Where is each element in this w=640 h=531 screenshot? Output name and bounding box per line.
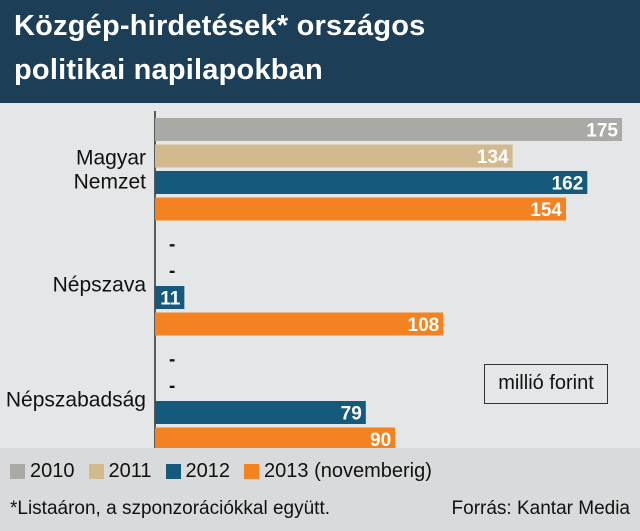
legend-item: 2011 <box>88 459 152 483</box>
legend-item: 2010 <box>10 460 75 483</box>
bar <box>155 118 622 141</box>
legend-label: 2013 (novemberig) <box>264 459 432 482</box>
legend-swatch <box>10 463 25 479</box>
missing-value-label: - <box>169 376 175 397</box>
legend-label: 2012 <box>185 459 231 482</box>
footnote: *Listaáron, a szponzorációkkal együtt. <box>10 498 331 519</box>
value-label: 134 <box>477 147 509 168</box>
bar <box>155 171 588 194</box>
category-label: Népszava <box>53 273 147 296</box>
legend-item: 2012 <box>165 459 231 483</box>
value-label: 11 <box>160 289 181 310</box>
source-note: Forrás: Kantar Media <box>451 498 630 519</box>
legend-swatch <box>244 463 260 479</box>
title-bar: Közgép-hirdetések* országos politikai na… <box>0 0 640 103</box>
value-label: 162 <box>552 174 584 195</box>
bar <box>155 144 513 168</box>
legend-item: 2013 (novemberig) <box>244 460 432 483</box>
bar <box>155 427 396 448</box>
legend-swatch <box>88 463 104 479</box>
bar <box>155 286 185 309</box>
value-label: 90 <box>370 430 391 448</box>
category-label: Magyar <box>76 146 146 169</box>
value-label: 154 <box>530 200 562 221</box>
chart-title-line-1: Közgép-hirdetések* országos <box>14 10 426 42</box>
value-label: 79 <box>341 404 362 425</box>
value-label: 175 <box>586 121 618 142</box>
value-label: 108 <box>408 315 440 336</box>
category-label: Nemzet <box>74 170 147 193</box>
missing-value-label: - <box>169 261 175 282</box>
bar <box>155 401 366 424</box>
legend-swatch <box>165 463 181 479</box>
legend: 2010 2011 2012 2013 (novemberig) <box>10 458 446 484</box>
missing-value-label: - <box>169 350 175 371</box>
unit-label: millió forint <box>484 364 608 404</box>
chart-title-line-2: politikai napilapokban <box>14 54 323 86</box>
missing-value-label: - <box>169 235 175 256</box>
category-label: Népszabadság <box>6 388 146 411</box>
bar <box>155 312 444 336</box>
bar <box>155 197 566 221</box>
legend-label: 2010 <box>30 459 75 482</box>
legend-label: 2011 <box>108 459 152 482</box>
